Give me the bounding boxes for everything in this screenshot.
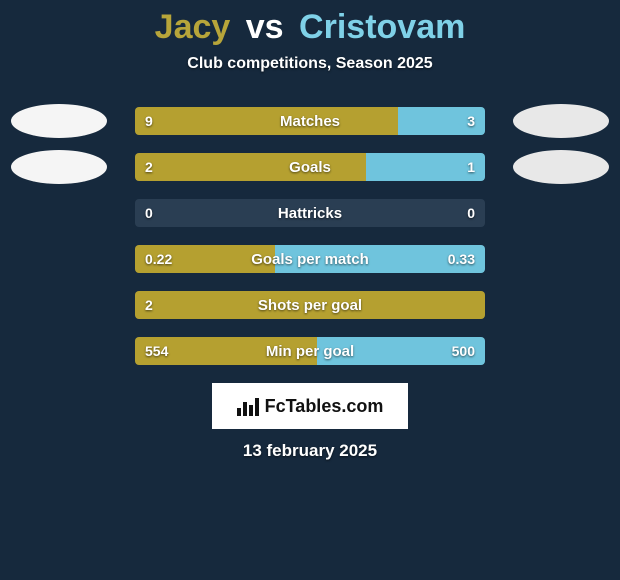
player2-avatar xyxy=(513,150,609,184)
bar-segment-player2 xyxy=(366,153,485,181)
stat-row: 0 0Hattricks xyxy=(0,199,620,227)
stat-bar: 2Shots per goal xyxy=(135,291,485,319)
logo-text: FcTables.com xyxy=(265,396,384,417)
bar-segment-player2 xyxy=(275,245,485,273)
stat-bar: 21Goals xyxy=(135,153,485,181)
logo-box: FcTables.com xyxy=(212,383,408,429)
logo: FcTables.com xyxy=(237,396,384,417)
stat-bar: 0 0Hattricks xyxy=(135,199,485,227)
title-player2: Cristovam xyxy=(299,8,465,46)
bar-segment-player2 xyxy=(398,107,486,135)
subtitle: Club competitions, Season 2025 xyxy=(0,55,620,73)
player1-avatar xyxy=(11,104,107,138)
title-player1: Jacy xyxy=(155,8,231,46)
stat-bar: 0.220.33Goals per match xyxy=(135,245,485,273)
stat-row: 2Shots per goal xyxy=(0,291,620,319)
stat-row: 554500Min per goal xyxy=(0,337,620,365)
stat-value-player2: 0 xyxy=(467,199,475,227)
stat-bar: 554500Min per goal xyxy=(135,337,485,365)
logo-bars-icon xyxy=(237,396,259,416)
stat-row: 0.220.33Goals per match xyxy=(0,245,620,273)
stat-rows: 93Matches 21Goals 0 0Hattricks 0.220.33Goals… xyxy=(0,107,620,365)
comparison-infographic: Jacy vs Cristovam Club competitions, Sea… xyxy=(0,0,620,461)
stat-row: 21Goals xyxy=(0,153,620,181)
bar-segment-player1 xyxy=(135,245,275,273)
date-text: 13 february 2025 xyxy=(0,441,620,461)
stat-value-player1: 0 xyxy=(145,199,153,227)
stat-bar: 93Matches xyxy=(135,107,485,135)
title-vs: vs xyxy=(246,8,284,46)
bar-segment-player1 xyxy=(135,291,485,319)
bar-segment-player1 xyxy=(135,337,317,365)
page-title: Jacy vs Cristovam xyxy=(0,8,620,47)
bar-segment-player1 xyxy=(135,153,366,181)
bar-segment-player1 xyxy=(135,107,398,135)
player2-avatar xyxy=(513,104,609,138)
bar-segment-player2 xyxy=(317,337,485,365)
stat-row: 93Matches xyxy=(0,107,620,135)
stat-label: Hattricks xyxy=(135,199,485,227)
player1-avatar xyxy=(11,150,107,184)
